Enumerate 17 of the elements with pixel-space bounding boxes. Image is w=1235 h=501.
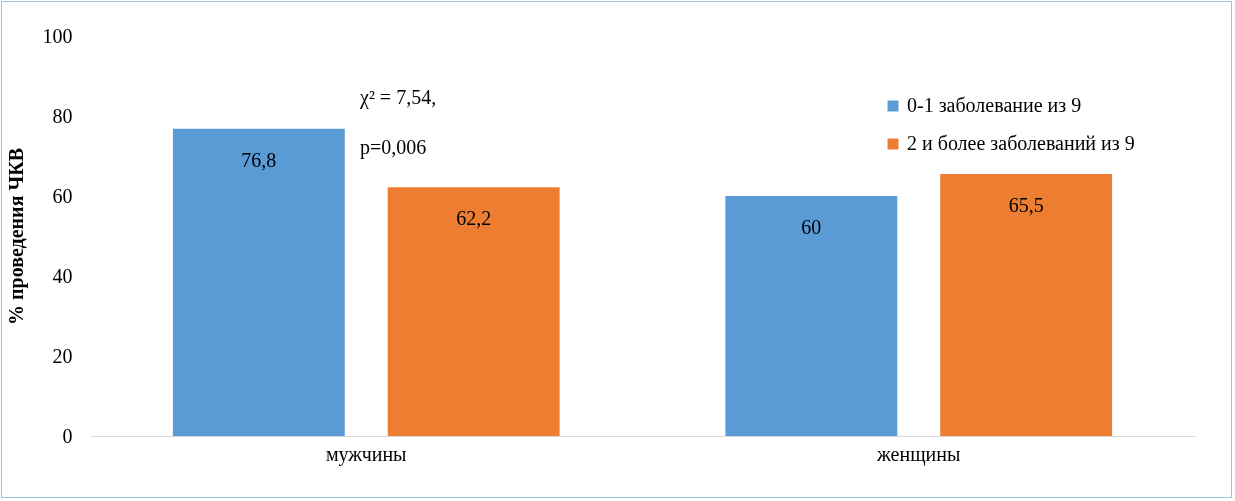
x-tick-label: мужчины xyxy=(325,442,407,466)
y-tick-label: 0 xyxy=(62,424,73,447)
data-label: 76,8 xyxy=(241,148,277,171)
y-tick-label: 60 xyxy=(52,184,73,207)
annotation: χ² = 7,54, xyxy=(359,86,437,109)
data-label: 62,2 xyxy=(456,207,492,230)
data-label: 60 xyxy=(801,216,822,238)
y-tick-label: 80 xyxy=(52,104,73,127)
y-tick-label: 100 xyxy=(42,24,73,47)
y-tick-label: 40 xyxy=(52,264,73,287)
y-axis-title: % проведения ЧКВ xyxy=(4,148,28,325)
data-label: 65,5 xyxy=(1008,194,1044,216)
annotation: p=0,006 xyxy=(360,136,427,159)
x-tick-label: женщины xyxy=(876,442,961,466)
legend-label: 2 и более заболеваний из 9 xyxy=(907,132,1135,154)
legend-label: 0-1 заболевание из 9 xyxy=(907,94,1082,116)
y-tick-label: 20 xyxy=(52,344,73,367)
